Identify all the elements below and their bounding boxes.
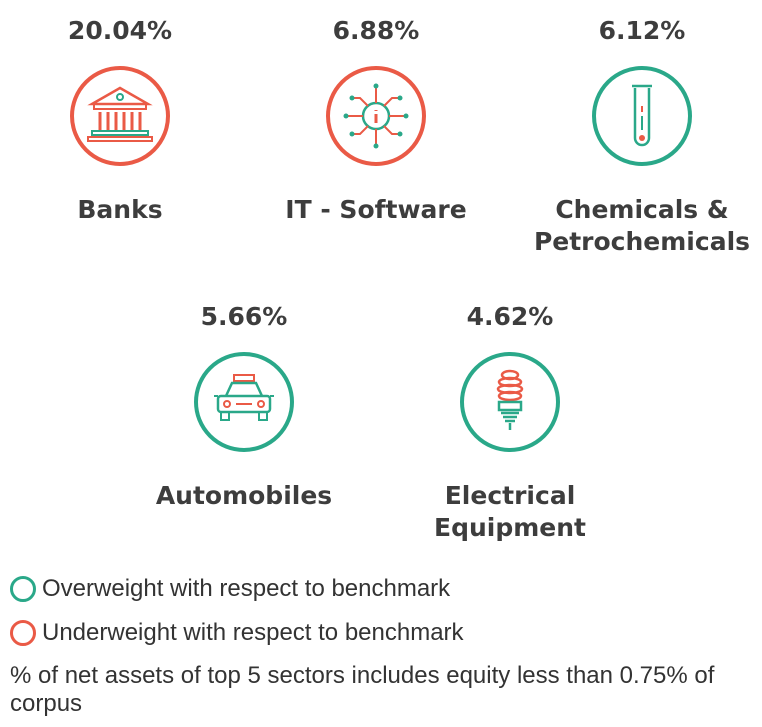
value-label: 4.62%: [466, 302, 554, 331]
bank-icon: [68, 64, 172, 168]
sector-name: Automobiles: [155, 481, 333, 510]
underweight-ring-icon: [10, 620, 36, 646]
sector-name: Banks: [77, 195, 163, 224]
overweight-ring-icon: [10, 576, 36, 602]
legend-underweight-label: Underweight with respect to benchmark: [42, 619, 464, 646]
test-tube-icon: [590, 64, 694, 168]
chip-icon: [324, 64, 428, 168]
legend-underweight: Underweight with respect to benchmark: [10, 619, 464, 647]
footnote: % of net assets of top 5 sectors include…: [10, 662, 715, 717]
sector-name: Chemicals & Petrochemicals: [533, 195, 751, 256]
sector-automobiles: 5.66% Automobiles: [124, 302, 364, 512]
value-label: 5.66%: [200, 302, 288, 331]
sector-banks: 20.04% Banks: [0, 16, 240, 226]
bulb-icon: [458, 350, 562, 454]
sector-name: Electrical Equipment: [434, 481, 586, 542]
value-label: 20.04%: [67, 16, 173, 45]
legend-overweight-label: Overweight with respect to benchmark: [42, 575, 451, 602]
sector-name: IT - Software: [285, 195, 467, 224]
sector-electrical-equipment: 4.62% Electrical Equipment: [390, 302, 630, 544]
value-label: 6.12%: [598, 16, 686, 45]
legend-overweight: Overweight with respect to benchmark: [10, 575, 450, 603]
car-icon: [192, 350, 296, 454]
sector-it-software: 6.88% IT - Software: [256, 16, 496, 226]
sector-chemicals: 6.12% Chemicals & Petrochemicals: [522, 16, 762, 258]
value-label: 6.88%: [332, 16, 420, 45]
